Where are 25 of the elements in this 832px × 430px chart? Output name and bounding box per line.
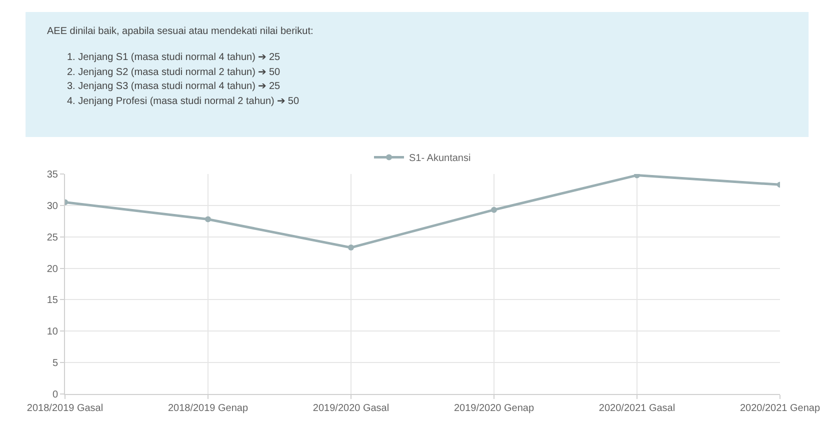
- x-tick-label: 2020/2021 Genap: [740, 403, 820, 414]
- x-tick-label: 2018/2019 Gasal: [26, 403, 104, 414]
- y-tick-label: 25: [46, 232, 58, 244]
- text: 2. Jenjang S2 (masa studi normal 2 tahun) ➔ 50: [67, 67, 281, 78]
- point: [634, 174, 640, 178]
- point: [205, 216, 211, 222]
- y-tick-label: 30: [46, 200, 58, 212]
- x-tick-label: 2020/2021 Gasal: [598, 403, 676, 414]
- legend-label: S1- Akuntansi: [409, 153, 471, 164]
- y-tick-label: 10: [46, 326, 58, 338]
- text: AEE dinilai baik, apabila sesuai atau mendekati nilai berikut:: [47, 26, 314, 37]
- x-tick-label: 2018/2019 Genap: [168, 403, 248, 414]
- y-tick-label: 35: [46, 170, 58, 180]
- y-tick-label: 5: [52, 358, 58, 370]
- y-tick-label: 20: [46, 264, 58, 275]
- text: 1. Jenjang S1 (masa studi normal 4 tahun) ➔ 25: [67, 52, 281, 63]
- line-series: [65, 174, 780, 251]
- point: [491, 206, 497, 213]
- x-tick-label: 2019/2020 Genap: [454, 403, 534, 414]
- y-tick-label: 0: [52, 390, 58, 400]
- text: 3. Jenjang S3 (masa studi normal 4 tahun) ➔ 25: [67, 81, 281, 92]
- point: [348, 244, 354, 251]
- y-tick-label: 15: [46, 295, 58, 306]
- text: 4. Jenjang Profesi (masa studi normal 2 tahun) ➔ 50: [67, 96, 300, 107]
- x-tick-label: 2019/2020 Gasal: [312, 403, 390, 414]
